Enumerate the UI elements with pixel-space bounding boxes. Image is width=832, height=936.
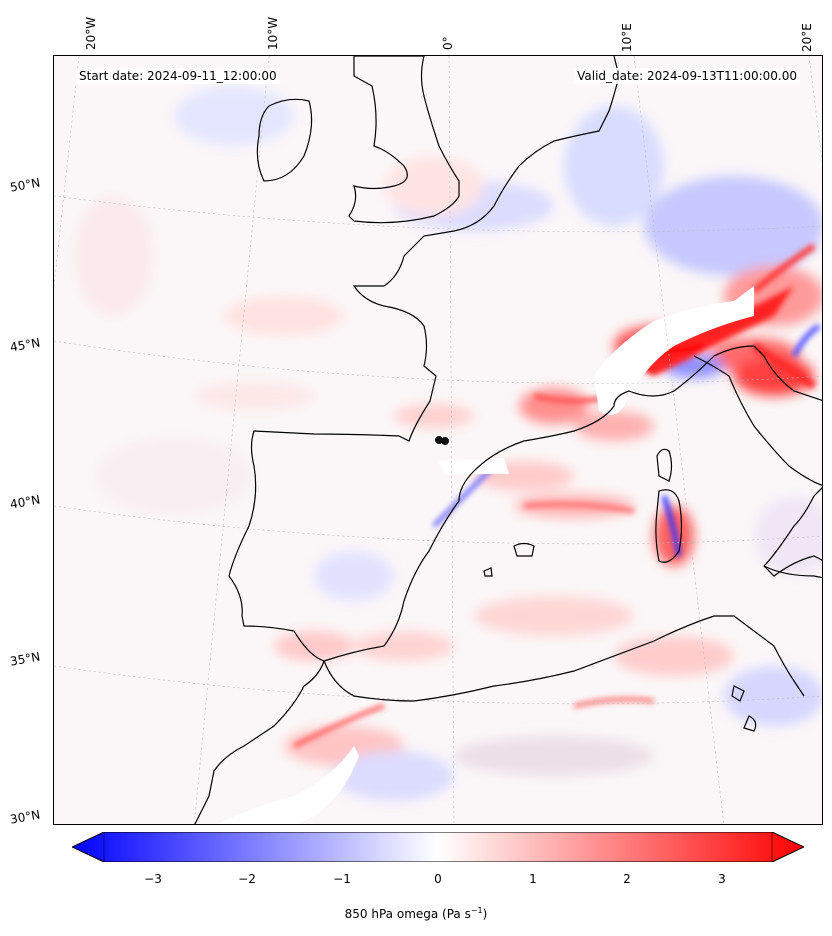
colorbar-title-close: ) xyxy=(482,907,488,921)
lon-label-10w: 10°W xyxy=(266,16,280,50)
valid-date-label: Valid_date: 2024-09-13T11:00:00.00 xyxy=(574,68,800,84)
omega-anomalies xyxy=(74,86,822,801)
lon-label-20w: 20°W xyxy=(84,16,98,50)
colorbar-tick-label: 3 xyxy=(718,872,726,886)
colorbar-title-main: 850 hPa omega (Pa s xyxy=(344,907,471,921)
lon-label-0: 0° xyxy=(441,36,455,50)
colorbar-tick-label: −3 xyxy=(144,872,162,886)
colorbar-tick-label: 2 xyxy=(623,872,631,886)
coastlines xyxy=(194,56,822,824)
colorbar-title-sup: −1 xyxy=(470,906,483,915)
colorbar-title: 850 hPa omega (Pa s−1) xyxy=(0,906,832,921)
lat-label-35n: 35°N xyxy=(9,649,42,669)
colorbar-tick-label: −1 xyxy=(333,872,351,886)
lon-label-10e: 10°E xyxy=(620,23,634,52)
lon-label-20e: 20°E xyxy=(800,23,814,52)
masked-terrain xyxy=(218,286,754,824)
map-panel: Start date: 2024-09-11_12:00:00 Valid_da… xyxy=(53,55,823,825)
colorbar-tick-label: −2 xyxy=(238,872,256,886)
lat-label-40n: 40°N xyxy=(9,492,42,512)
start-date-label: Start date: 2024-09-11_12:00:00 xyxy=(76,68,280,84)
omega-field-map xyxy=(54,56,822,824)
lat-label-30n: 30°N xyxy=(9,807,42,827)
marker-dots xyxy=(435,436,449,445)
lat-label-50n: 50°N xyxy=(9,175,42,195)
colorbar-tick-label: 1 xyxy=(529,872,537,886)
colorbar-tick-label: 0 xyxy=(434,872,442,886)
graticule xyxy=(54,56,822,824)
lat-label-45n: 45°N xyxy=(9,335,42,355)
colorbar xyxy=(72,832,804,862)
